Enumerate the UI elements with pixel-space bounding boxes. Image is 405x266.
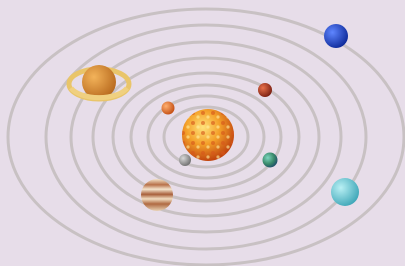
venus <box>162 102 175 115</box>
page <box>0 0 405 266</box>
solar-system-scene <box>0 0 405 266</box>
jupiter <box>141 179 173 211</box>
mars <box>258 83 272 97</box>
uranus <box>331 178 359 206</box>
sun-texture <box>182 109 234 161</box>
neptune <box>324 24 348 48</box>
earth <box>263 153 278 168</box>
sun <box>182 109 234 161</box>
mercury <box>179 154 191 166</box>
